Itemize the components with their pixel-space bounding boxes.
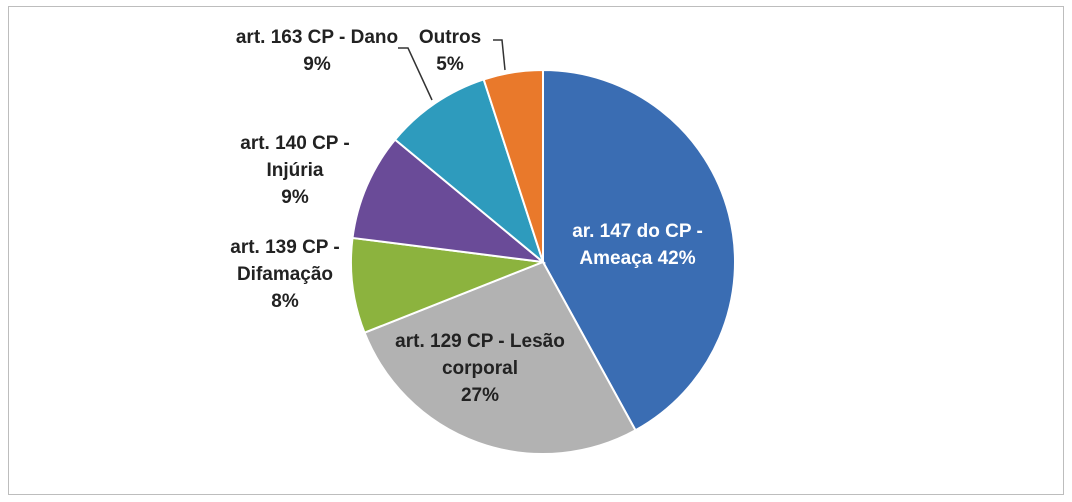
- pie-slice: [363, 260, 637, 455]
- leader-line: [493, 39, 506, 71]
- value-label: 8%: [271, 291, 299, 312]
- pie-slice: [542, 68, 736, 432]
- value-label: 5%: [436, 54, 464, 75]
- slice-label: ar. 147 do CP - Ameaça 42%: [550, 218, 725, 272]
- category-label: art. 163 CP - Dano: [235, 27, 399, 48]
- category-label: art. 140 CP - Injúria: [240, 133, 350, 181]
- category-label: art. 129 CP - Lesão corporal: [395, 331, 565, 379]
- category-label: Outros: [418, 27, 482, 48]
- slice-label: Outros 5%: [400, 24, 500, 78]
- pie-slice: [351, 138, 547, 264]
- value-label: 9%: [281, 187, 309, 208]
- slice-label: art. 139 CP - Difamação 8%: [200, 234, 370, 315]
- pie-slice: [393, 78, 546, 265]
- slice-label: art. 140 CP - Injúria 9%: [210, 130, 380, 211]
- pie-slice: [482, 68, 544, 263]
- leader-line: [398, 47, 433, 101]
- pie-slice: [350, 236, 544, 334]
- slice-label: art. 163 CP - Dano 9%: [232, 24, 402, 78]
- value-label: 9%: [303, 54, 331, 75]
- slice-label: art. 129 CP - Lesão corporal 27%: [395, 328, 565, 409]
- value-label: 27%: [460, 385, 500, 406]
- value-label: 42%: [657, 248, 696, 269]
- category-label: art. 139 CP - Difamação: [230, 237, 340, 285]
- category-label: ar. 147 do CP - Ameaça: [572, 221, 703, 269]
